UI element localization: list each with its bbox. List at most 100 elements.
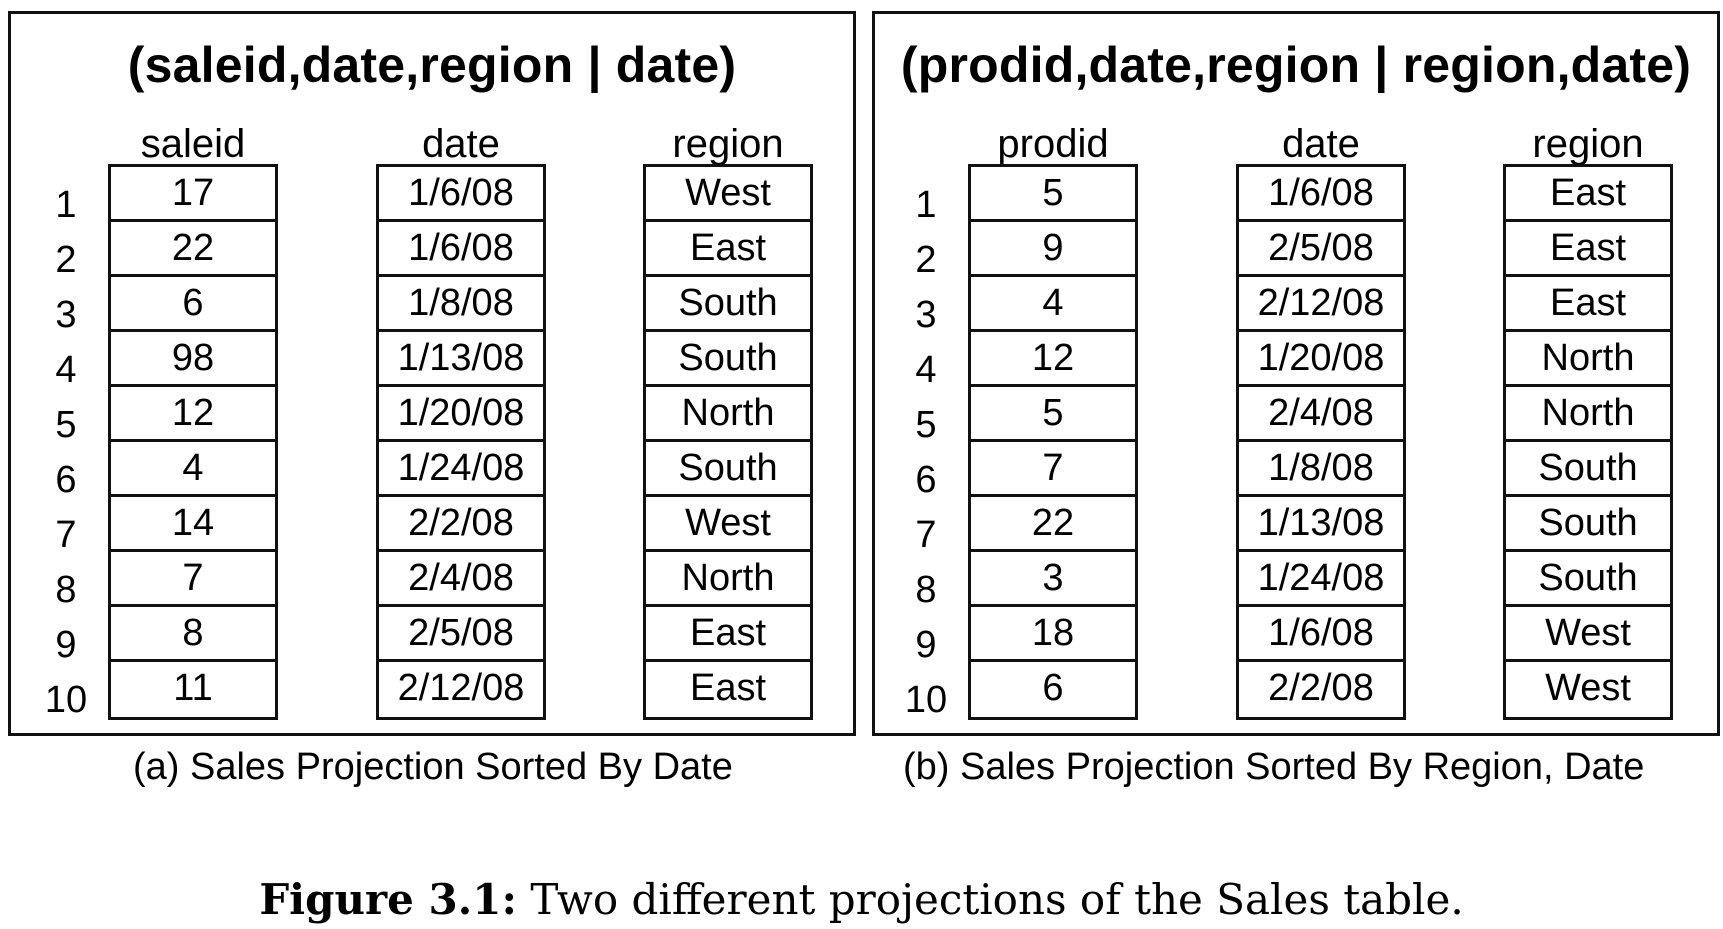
cell-region: West [1545,667,1631,709]
row-number: 8 [55,569,77,611]
cell-saleid: 11 [173,667,213,709]
cell-date: 1/20/08 [379,387,543,442]
cell-prodid: 5 [971,167,1135,222]
cell-region: East [689,667,767,709]
cell-date: 1/13/08 [379,332,543,387]
figure-caption: Figure 3.1: Two different projections of… [0,875,1723,924]
cell-saleid: 4 [111,442,275,497]
column-header-region: region [672,122,784,166]
row-number: 4 [915,349,937,391]
cell-region: East [1506,167,1670,222]
panel-b-title: (prodid,date,region | region,date) [900,37,1692,93]
cell-date: 1/6/08 [1239,167,1403,222]
cell-date: 1/8/08 [1239,442,1403,497]
cell-prodid: 12 [971,332,1135,387]
cell-prodid: 4 [971,277,1135,332]
row-number: 3 [55,294,77,336]
column-header-prodid: prodid [997,122,1109,166]
column-header-date: date [422,122,500,166]
row-number: 6 [915,459,937,501]
row-number: 10 [44,679,88,721]
panel-b-caption: (b) Sales Projection Sorted By Region, D… [903,746,1645,788]
column-saleid: 17 22 6 98 12 4 14 7 8 11 [108,164,278,720]
row-number: 6 [55,459,77,501]
cell-region: East [1506,222,1670,277]
cell-prodid: 7 [971,442,1135,497]
cell-prodid: 9 [971,222,1135,277]
cell-region: East [646,607,810,662]
figure-caption-label: Figure 3.1: [259,875,518,924]
cell-saleid: 8 [111,607,275,662]
cell-saleid: 6 [111,277,275,332]
cell-region: North [646,552,810,607]
column-header-saleid: saleid [140,122,246,166]
cell-saleid: 12 [111,387,275,442]
cell-saleid: 17 [111,167,275,222]
cell-region: West [646,497,810,552]
column-date: 1/6/08 1/6/08 1/8/08 1/13/08 1/20/08 1/24/08 2… [376,164,546,720]
cell-region: East [646,222,810,277]
cell-date: 1/24/08 [379,442,543,497]
cell-region: South [646,442,810,497]
column-header-region: region [1532,122,1644,166]
cell-prodid: 18 [971,607,1135,662]
column-header-date: date [1282,122,1360,166]
row-number: 9 [915,624,937,666]
row-number: 5 [915,404,937,446]
column-region: West East South South North South West North Eas… [643,164,813,720]
cell-date: 1/6/08 [379,222,543,277]
cell-date: 1/20/08 [1239,332,1403,387]
cell-date: 1/6/08 [1239,607,1403,662]
row-number: 2 [915,239,937,281]
cell-prodid: 22 [971,497,1135,552]
cell-prodid: 6 [1042,667,1064,709]
column-region: East East East North North South South South Wes… [1503,164,1673,720]
cell-region: North [646,387,810,442]
cell-date: 1/13/08 [1239,497,1403,552]
cell-date: 2/5/08 [1239,222,1403,277]
row-number: 3 [915,294,937,336]
cell-region: West [646,167,810,222]
cell-date: 2/5/08 [379,607,543,662]
cell-region: East [1506,277,1670,332]
row-number: 10 [904,679,948,721]
cell-prodid: 5 [971,387,1135,442]
row-number: 7 [915,514,937,556]
cell-region: South [1506,497,1670,552]
cell-region: South [1506,552,1670,607]
cell-region: North [1506,387,1670,442]
cell-date: 2/12/08 [1239,277,1403,332]
row-number: 1 [55,184,77,226]
row-number: 5 [55,404,77,446]
cell-date: 2/2/08 [379,497,543,552]
cell-date: 1/8/08 [379,277,543,332]
row-number: 9 [55,624,77,666]
cell-date: 2/4/08 [1239,387,1403,442]
cell-date: 2/2/08 [1268,667,1374,709]
cell-saleid: 22 [111,222,275,277]
column-prodid: 5 9 4 12 5 7 22 3 18 6 [968,164,1138,720]
row-number: 8 [915,569,937,611]
row-number: 1 [915,184,937,226]
cell-region: South [646,332,810,387]
cell-date: 1/6/08 [379,167,543,222]
cell-saleid: 14 [111,497,275,552]
panel-a-title: (saleid,date,region | date) [127,37,737,93]
cell-region: South [646,277,810,332]
cell-date: 1/24/08 [1239,552,1403,607]
cell-prodid: 3 [971,552,1135,607]
panel-a-caption: (a) Sales Projection Sorted By Date [133,746,733,788]
cell-region: West [1506,607,1670,662]
cell-saleid: 98 [111,332,275,387]
column-date: 1/6/08 2/5/08 2/12/08 1/20/08 2/4/08 1/8/08 1/… [1236,164,1406,720]
row-number: 4 [55,349,77,391]
cell-date: 2/4/08 [379,552,543,607]
cell-saleid: 7 [111,552,275,607]
row-number: 7 [55,514,77,556]
cell-region: North [1506,332,1670,387]
cell-date: 2/12/08 [397,667,525,709]
cell-region: South [1506,442,1670,497]
figure-caption-text: Two different projections of the Sales t… [517,875,1464,924]
row-number: 2 [55,239,77,281]
